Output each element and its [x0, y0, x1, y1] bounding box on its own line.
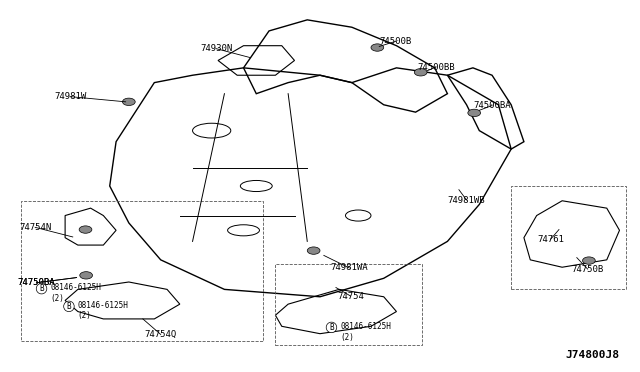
Text: 74750B: 74750B [572, 264, 604, 273]
Circle shape [79, 226, 92, 233]
Text: 74981WB: 74981WB [448, 196, 485, 205]
Text: B: B [329, 323, 334, 332]
Text: 74930N: 74930N [200, 44, 232, 53]
Text: 74500BB: 74500BB [417, 62, 455, 72]
Bar [511, 186, 626, 289]
Text: 74750BA: 74750BA [18, 278, 55, 287]
Circle shape [414, 68, 427, 76]
Text: B: B [39, 284, 44, 293]
Text: 74754: 74754 [337, 292, 364, 301]
Text: 74500BA: 74500BA [473, 101, 511, 110]
Circle shape [468, 109, 481, 116]
Text: 74750BA: 74750BA [18, 278, 55, 287]
Text: 08146-6125H
(2): 08146-6125H (2) [78, 301, 129, 321]
Text: 74754Q: 74754Q [145, 330, 177, 339]
Circle shape [80, 272, 93, 279]
Bar [275, 263, 422, 345]
Circle shape [371, 44, 384, 51]
Circle shape [122, 98, 135, 106]
Text: 74754N: 74754N [19, 223, 51, 232]
Text: 74500B: 74500B [380, 37, 412, 46]
Text: 74981W: 74981W [54, 92, 86, 101]
Text: 74761: 74761 [537, 235, 564, 244]
Text: 08146-6125H
(2): 08146-6125H (2) [340, 322, 391, 341]
Bar [20, 201, 262, 341]
Circle shape [582, 257, 595, 264]
Text: J74800J8: J74800J8 [566, 350, 620, 359]
Text: B: B [67, 302, 71, 311]
Circle shape [307, 247, 320, 254]
Text: 08146-6125H
(2): 08146-6125H (2) [51, 283, 101, 303]
Text: 74981WA: 74981WA [330, 263, 368, 272]
